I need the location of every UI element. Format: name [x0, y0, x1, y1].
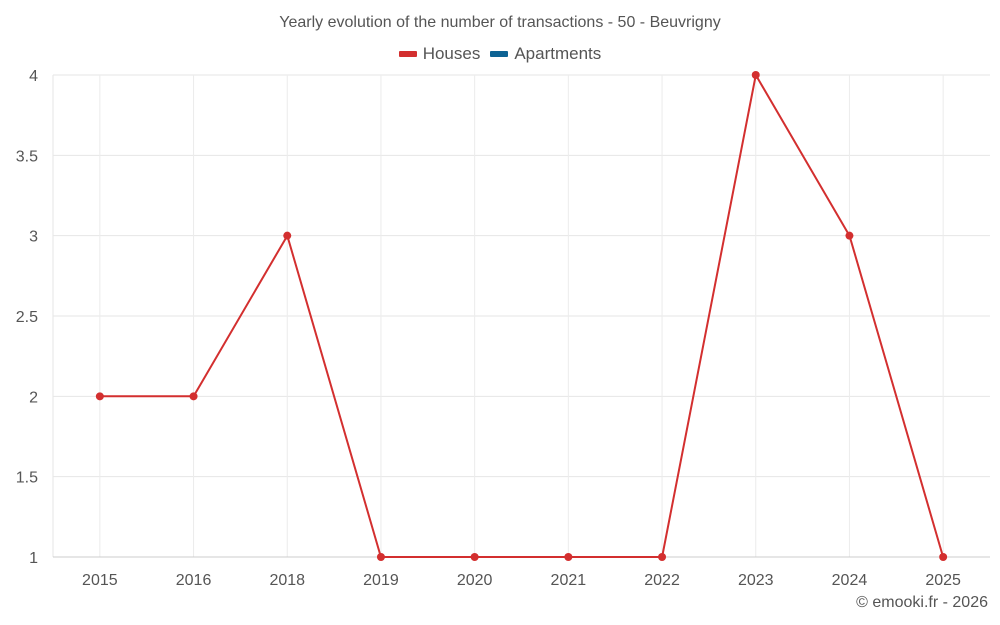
- data-point-houses-2025[interactable]: [939, 553, 948, 561]
- x-tick-label: 2019: [363, 572, 399, 589]
- grid: [53, 74, 990, 558]
- y-tick-label: 1.5: [16, 470, 38, 487]
- x-tick-label: 2016: [176, 572, 212, 589]
- y-tick-label: 2: [29, 389, 38, 406]
- x-tick-label: 2020: [457, 572, 493, 589]
- x-axis: 2015 2016 2018 2019 2020 2021 2022 2023 2024 2025: [53, 556, 990, 589]
- legend-swatch-apartments: [490, 51, 509, 57]
- chart-title: Yearly evolution of the number of transa…: [279, 14, 721, 31]
- data-point-houses-2022[interactable]: [658, 553, 667, 561]
- legend-swatch-houses: [398, 51, 417, 57]
- series-line-houses: [99, 74, 945, 558]
- data-point-houses-2024[interactable]: [845, 231, 854, 240]
- y-tick-label: 4: [29, 68, 38, 85]
- x-tick-label: 2018: [269, 572, 305, 589]
- data-point-houses-2021[interactable]: [564, 553, 573, 561]
- x-tick-label: 2024: [832, 572, 868, 589]
- x-tick-label: 2023: [738, 572, 774, 589]
- data-point-houses-2023[interactable]: [751, 71, 760, 79]
- y-tick-label: 1: [29, 550, 38, 567]
- y-axis: 1 1.5 2 2.5 3 3.5 4: [16, 68, 54, 567]
- y-tick-label: 3.5: [16, 148, 38, 165]
- x-tick-label: 2022: [644, 572, 680, 589]
- series-houses: [95, 71, 948, 561]
- legend: Houses Apartments: [0, 44, 1000, 64]
- credit: © emooki.fr - 2026: [856, 594, 988, 611]
- data-point-houses-2015[interactable]: [95, 392, 104, 401]
- data-point-houses-2019[interactable]: [376, 553, 385, 561]
- legend-item-houses[interactable]: Houses: [398, 44, 481, 64]
- data-point-houses-2020[interactable]: [470, 553, 479, 561]
- x-tick-label: 2015: [82, 572, 118, 589]
- legend-label-houses: Houses: [422, 44, 481, 63]
- x-tick-label: 2021: [551, 572, 587, 589]
- legend-item-apartments[interactable]: Apartments: [490, 44, 601, 64]
- legend-label-apartments: Apartments: [514, 44, 602, 63]
- x-tick-label: 2025: [925, 572, 961, 589]
- data-point-houses-2016[interactable]: [189, 392, 198, 401]
- y-tick-label: 3: [29, 229, 38, 246]
- data-point-houses-2018[interactable]: [283, 231, 292, 240]
- y-tick-label: 2.5: [16, 309, 38, 326]
